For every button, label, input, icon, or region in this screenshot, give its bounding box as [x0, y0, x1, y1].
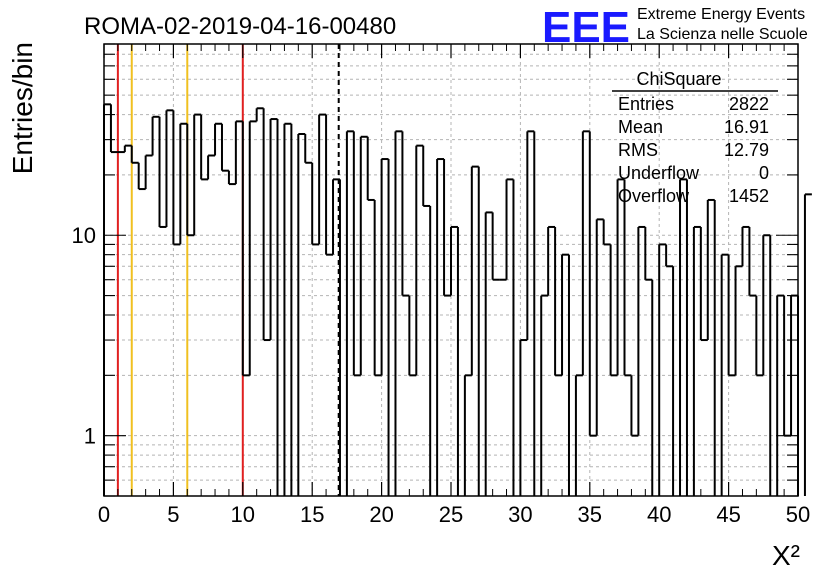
eee-logo-mark: EEE — [542, 3, 630, 52]
x-tick-label: 40 — [647, 502, 671, 527]
stats-label: Entries — [618, 94, 674, 114]
x-tick-label: 35 — [578, 502, 602, 527]
stats-value: 0 — [759, 163, 769, 183]
x-tick-label: 15 — [300, 502, 324, 527]
x-tick-label: 30 — [508, 502, 532, 527]
logo-line-1: Extreme Energy Events — [637, 6, 805, 23]
x-tick-label: 10 — [231, 502, 255, 527]
eee-logo: EEE Extreme Energy Events La Scienza nel… — [542, 3, 808, 52]
axis-ticks — [103, 43, 799, 497]
stats-label: Overflow — [618, 186, 690, 206]
stats-value: 12.79 — [724, 140, 769, 160]
stats-value: 16.91 — [724, 117, 769, 137]
y-tick-label: 10 — [72, 223, 96, 248]
reference-lines — [116, 44, 340, 496]
stats-value: 2822 — [729, 94, 769, 114]
chart-title: ROMA-02-2019-04-16-00480 — [84, 13, 396, 40]
x-axis-label: X² — [772, 540, 800, 571]
grid — [104, 43, 798, 497]
histogram — [103, 103, 812, 496]
x-tick-label: 25 — [439, 502, 463, 527]
stats-value: 1452 — [729, 186, 769, 206]
y-axis-label: Entries/bin — [7, 42, 38, 174]
y-tick-label: 1 — [84, 424, 96, 449]
x-tick-label: 5 — [167, 502, 179, 527]
x-tick-label: 45 — [716, 502, 740, 527]
tick-labels: 0 5 10 15 20 25 30 35 40 45 50 1 10 — [72, 223, 811, 527]
stats-label: Mean — [618, 117, 663, 137]
stats-label: RMS — [618, 140, 658, 160]
stats-box: ChiSquare Entries 2822 Mean 16.91 RMS 12.79 Un… — [612, 69, 778, 206]
x-tick-label: 20 — [369, 502, 393, 527]
logo-line-2: La Scienza nelle Scuole — [637, 26, 808, 43]
x-tick-label: 50 — [786, 502, 810, 527]
x-tick-label: 0 — [98, 502, 110, 527]
stats-label: Underflow — [618, 163, 700, 183]
stats-title: ChiSquare — [636, 69, 721, 89]
